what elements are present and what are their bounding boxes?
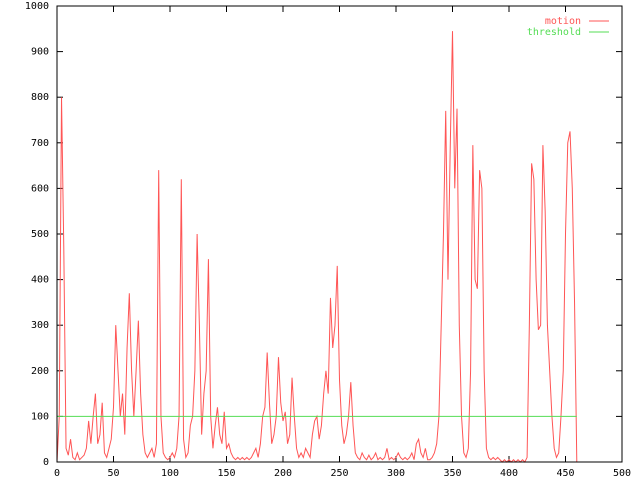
x-tick-label: 250 xyxy=(330,468,348,479)
plot-frame xyxy=(56,5,623,463)
x-tick-label: 50 xyxy=(107,468,119,479)
legend-label: motion xyxy=(545,16,581,27)
y-tick-label: 100 xyxy=(31,411,49,422)
y-tick-label: 800 xyxy=(31,92,49,103)
x-tick-label: 150 xyxy=(217,468,235,479)
y-tick-label: 200 xyxy=(31,366,49,377)
x-tick-label: 200 xyxy=(274,468,292,479)
y-tick-label: 900 xyxy=(31,47,49,58)
x-tick-label: 350 xyxy=(443,468,461,479)
x-tick-label: 0 xyxy=(54,468,60,479)
y-tick-label: 500 xyxy=(31,229,49,240)
y-tick-label: 600 xyxy=(31,183,49,194)
series-line xyxy=(56,31,578,463)
x-tick-label: 450 xyxy=(556,468,574,479)
y-tick-label: 700 xyxy=(31,138,49,149)
x-tick-label: 400 xyxy=(500,468,518,479)
legend-label: threshold xyxy=(527,27,581,38)
y-tick-label: 300 xyxy=(31,320,49,331)
y-tick-label: 0 xyxy=(43,457,49,468)
x-tick-label: 500 xyxy=(613,468,631,479)
x-tick-label: 300 xyxy=(387,468,405,479)
y-tick-label: 1000 xyxy=(25,1,49,12)
y-tick-label: 400 xyxy=(31,275,49,286)
x-tick-label: 100 xyxy=(161,468,179,479)
